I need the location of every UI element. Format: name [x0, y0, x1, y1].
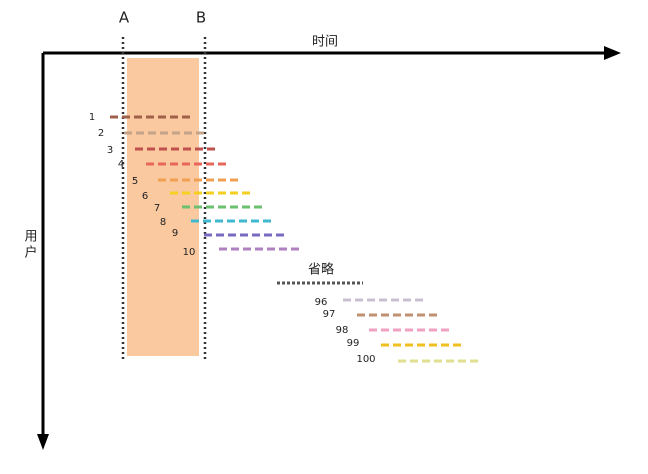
x-axis-label: 时间 — [312, 35, 338, 50]
row-label: 6 — [142, 191, 148, 202]
row-label: 9 — [172, 228, 178, 239]
time-arrow — [604, 46, 621, 60]
row-label: 97 — [323, 309, 336, 320]
row-label: 3 — [107, 145, 113, 156]
row-label: 8 — [160, 217, 166, 228]
row-label: 5 — [132, 176, 138, 187]
y-axis-label: 用 — [24, 230, 37, 245]
ellipsis-label: 省略 — [308, 262, 334, 278]
row-label: 1 — [89, 112, 95, 123]
user-arrow — [37, 434, 49, 450]
row-label: 7 — [154, 203, 160, 214]
row-label: 4 — [118, 159, 124, 170]
row-label: 10 — [183, 247, 196, 258]
row-label: 2 — [98, 128, 104, 139]
row-label: 98 — [336, 325, 349, 336]
y-axis-label: 户 — [24, 245, 37, 261]
marker-a: A — [119, 9, 130, 27]
marker-b: B — [196, 9, 206, 27]
row-label: 99 — [347, 338, 360, 349]
row-label: 96 — [315, 297, 328, 308]
row-label: 100 — [356, 354, 375, 365]
